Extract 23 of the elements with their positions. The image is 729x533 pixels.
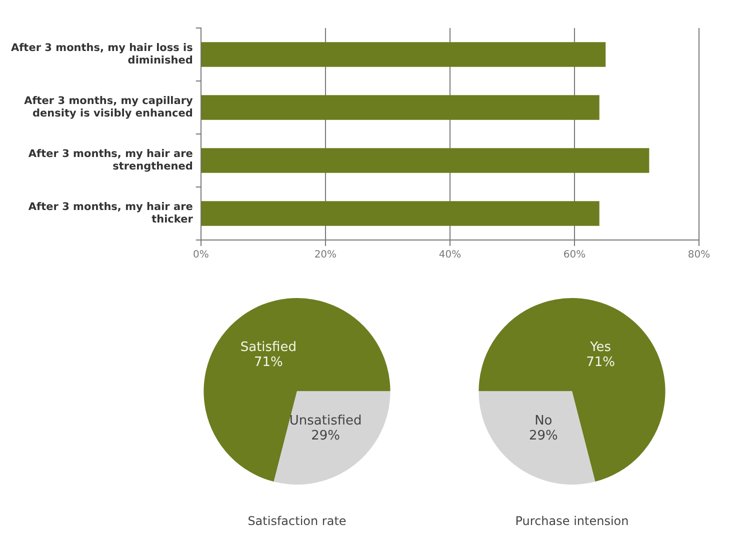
x-tick-label: 80% (688, 250, 710, 261)
data-label: 71% (254, 354, 283, 370)
slice-label: Unsatisfied (289, 414, 362, 429)
bar (201, 148, 650, 173)
bar (201, 95, 600, 120)
y-tick-label: After 3 months, my capillary density is visibly enhanced (24, 94, 194, 120)
x-tick-label: 60% (563, 250, 586, 261)
slice-label: Satisfied (240, 340, 296, 355)
x-tick-label: 20% (314, 250, 337, 261)
x-tick-label: 40% (438, 250, 462, 261)
text: Satisfaction rate (248, 514, 346, 528)
data-label: 29% (311, 428, 340, 444)
bar (201, 42, 606, 67)
bar (201, 201, 600, 226)
data-label: 29% (528, 428, 558, 444)
y-tick-label: After 3 months, my hair are thicker (28, 200, 194, 226)
text: Purchase intension (515, 514, 629, 528)
slice-label: Yes (589, 340, 612, 355)
y-tick-label: After 3 months, my hair loss is diminished (10, 42, 193, 67)
y-tick-label: After 3 months, my hair are strengthened (28, 148, 193, 173)
data-label: 71% (586, 354, 616, 370)
x-tick-label: 0% (192, 250, 209, 261)
slice-label: No (534, 414, 552, 429)
